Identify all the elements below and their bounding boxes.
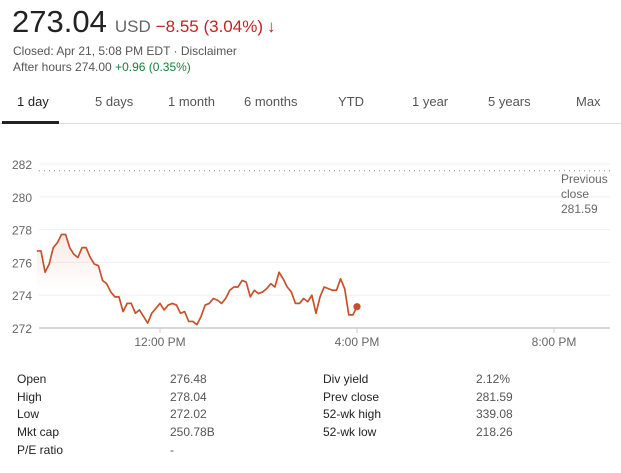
stat-value: 278.04 (170, 390, 207, 404)
closed-status: Closed: Apr 21, 5:08 PM EDT · Disclaimer (13, 44, 237, 58)
price-change: −8.55 (3.04%) (155, 17, 263, 36)
currency: USD (114, 17, 151, 36)
tab-1-month[interactable]: 1 month (168, 94, 215, 109)
after-hours-change: +0.96 (0.35%) (115, 60, 191, 74)
stat-value: 272.02 (170, 407, 207, 421)
previous-close-label: close (561, 187, 589, 201)
tab-5-days[interactable]: 5 days (95, 94, 134, 109)
price-chart[interactable]: 282 280 278 276 274 272 12:00 PM 4:00 PM 8:00 PM… (0, 150, 621, 360)
x-tick-label: 8:00 PM (532, 335, 577, 349)
stat-value: 339.08 (476, 407, 513, 421)
stat-label: P/E ratio (17, 443, 64, 457)
y-tick-label: 280 (12, 191, 32, 205)
y-tick-label: 272 (12, 322, 32, 336)
y-tick-label: 276 (12, 256, 32, 270)
previous-close-label: 281.59 (561, 202, 598, 216)
y-tick-label: 274 (12, 289, 32, 303)
stat-value: 218.26 (476, 425, 513, 439)
x-tick-label: 4:00 PM (335, 335, 380, 349)
previous-close-label: Previous (561, 172, 608, 186)
tab-max[interactable]: Max (576, 94, 601, 109)
stat-label: Div yield (323, 372, 369, 386)
stat-label: 52-wk high (323, 407, 382, 421)
y-tick-label: 278 (12, 224, 32, 238)
after-hours: After hours 274.00 +0.96 (0.35%) (13, 60, 191, 74)
stat-label: Prev close (323, 390, 380, 404)
stat-value: 2.12% (476, 372, 511, 386)
tab-ytd[interactable]: YTD (338, 94, 364, 109)
stat-label: Open (17, 372, 47, 386)
active-tab-indicator (2, 121, 59, 124)
down-arrow-icon: ↓ (267, 17, 276, 36)
after-hours-price: After hours 274.00 (13, 60, 112, 74)
x-tick-label: 12:00 PM (134, 335, 185, 349)
quote-header: 273.04 USD −8.55 (3.04%) ↓ (12, 4, 276, 40)
last-price-dot (353, 303, 361, 311)
stat-value: 250.78B (170, 425, 215, 439)
stat-label: Mkt cap (17, 425, 60, 439)
y-tick-label: 282 (12, 158, 32, 172)
price-area-fill (36, 234, 357, 328)
stat-value: 281.59 (476, 390, 513, 404)
tab-1-day[interactable]: 1 day (17, 94, 49, 109)
stat-label: High (17, 390, 42, 404)
tab-6-months[interactable]: 6 months (244, 94, 298, 109)
stat-label: Low (17, 407, 40, 421)
tab-5-years[interactable]: 5 years (488, 94, 531, 109)
stat-value: - (170, 443, 174, 457)
tab-1-year[interactable]: 1 year (412, 94, 449, 109)
stat-label: 52-wk low (323, 425, 377, 439)
tab-divider (0, 123, 621, 124)
session-price-line (36, 233, 358, 326)
stock-price: 273.04 (12, 4, 107, 39)
stat-value: 276.48 (170, 372, 207, 386)
